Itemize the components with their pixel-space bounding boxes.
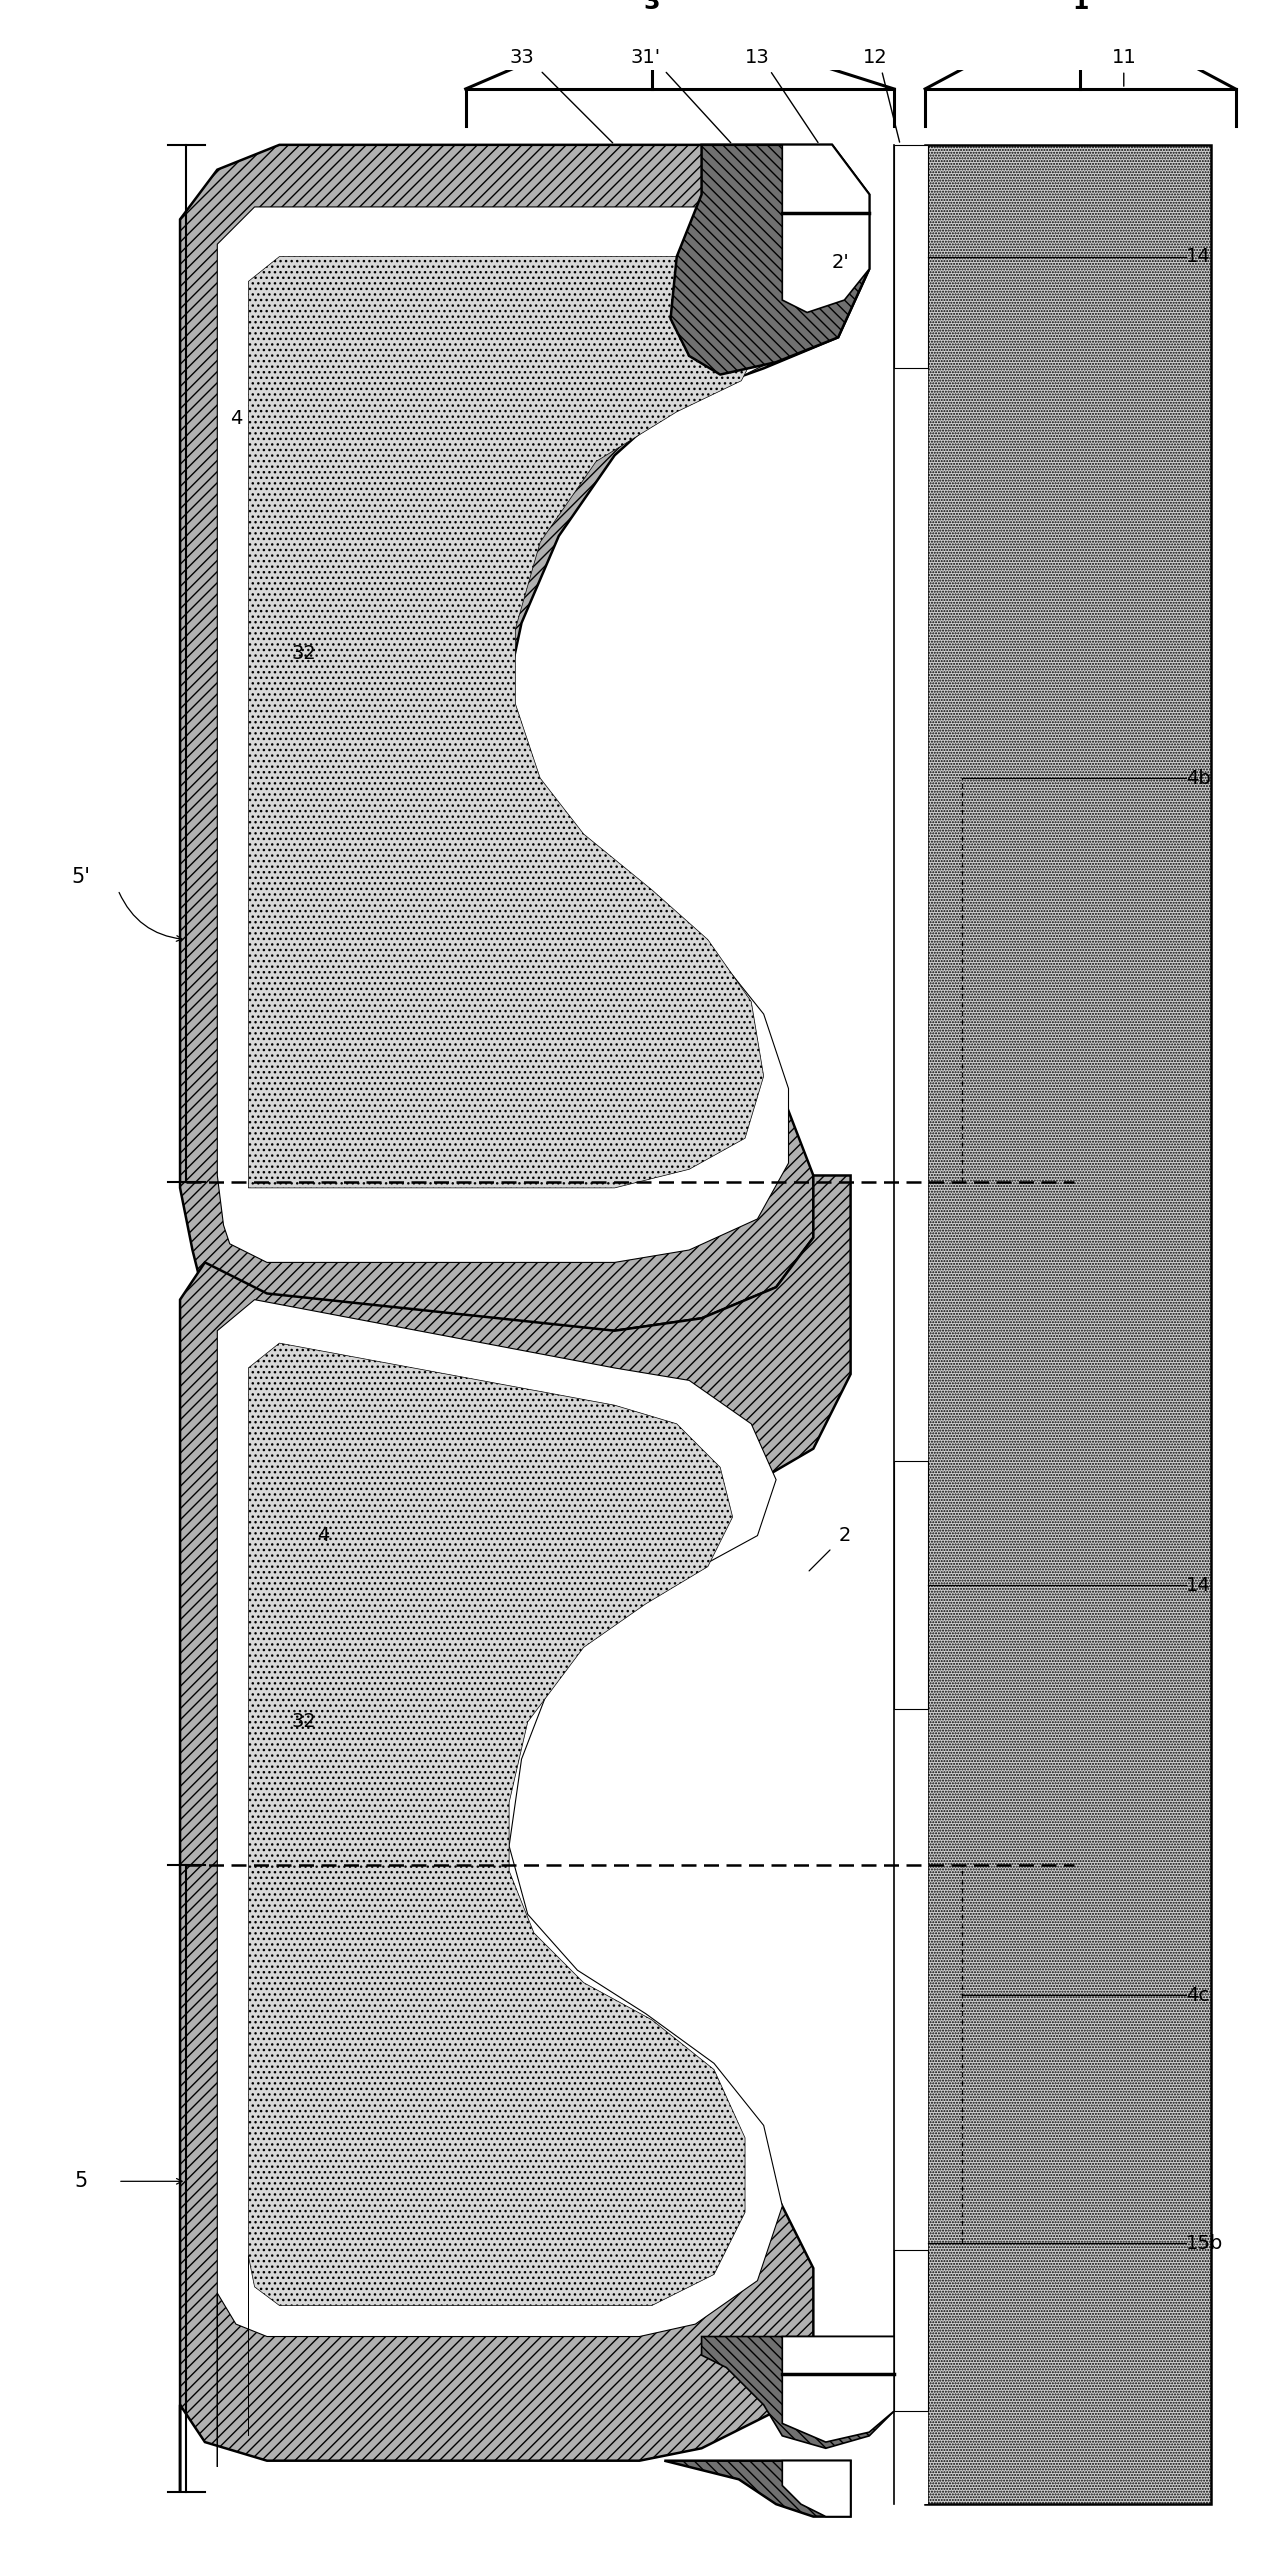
Polygon shape	[783, 2335, 894, 2443]
Text: 14: 14	[1186, 248, 1211, 266]
Bar	[925, 146, 1211, 2504]
Text: 1: 1	[1072, 0, 1088, 13]
Text: 32: 32	[292, 1711, 317, 1732]
Bar	[894, 146, 927, 2504]
Text: 12: 12	[863, 49, 888, 67]
Text: 5: 5	[74, 2172, 87, 2192]
Polygon shape	[783, 146, 870, 312]
Polygon shape	[664, 2461, 851, 2517]
Text: 3: 3	[643, 0, 660, 13]
Polygon shape	[180, 1177, 851, 2491]
Text: 4b: 4b	[1186, 767, 1211, 788]
Text: 15b: 15b	[1186, 2233, 1223, 2254]
Text: 2: 2	[838, 1527, 851, 1545]
Bar	[894, 146, 927, 368]
Bar	[894, 1461, 927, 1709]
Text: 2': 2'	[831, 253, 849, 271]
Text: 4c: 4c	[1186, 1985, 1209, 2005]
Text: 11: 11	[1111, 49, 1136, 67]
Polygon shape	[783, 2461, 851, 2517]
Polygon shape	[248, 256, 764, 1187]
Text: 13: 13	[746, 49, 770, 67]
Text: 4: 4	[317, 1527, 329, 1545]
Bar	[894, 2248, 927, 2412]
Polygon shape	[670, 146, 870, 373]
Text: 5': 5'	[72, 867, 91, 888]
Text: 14: 14	[1186, 1576, 1211, 1594]
Polygon shape	[180, 146, 870, 1330]
Polygon shape	[248, 1343, 746, 2435]
Text: 33: 33	[509, 49, 533, 67]
Text: 4: 4	[230, 409, 242, 427]
Polygon shape	[217, 207, 820, 1264]
Text: 32: 32	[292, 645, 317, 663]
Text: 31': 31'	[631, 49, 661, 67]
Polygon shape	[217, 1299, 783, 2466]
Polygon shape	[702, 2335, 894, 2448]
